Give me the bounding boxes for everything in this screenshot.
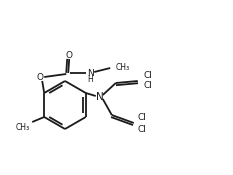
Text: H: H bbox=[87, 75, 93, 85]
Text: N: N bbox=[96, 92, 104, 102]
Text: Cl: Cl bbox=[144, 72, 153, 80]
Text: CH₃: CH₃ bbox=[15, 122, 29, 131]
Text: N: N bbox=[87, 68, 94, 78]
Text: Cl: Cl bbox=[138, 124, 147, 134]
Text: O: O bbox=[37, 72, 44, 82]
Text: Cl: Cl bbox=[144, 82, 153, 90]
Text: CH₃: CH₃ bbox=[115, 62, 129, 72]
Text: O: O bbox=[66, 51, 73, 60]
Text: Cl: Cl bbox=[138, 114, 147, 122]
